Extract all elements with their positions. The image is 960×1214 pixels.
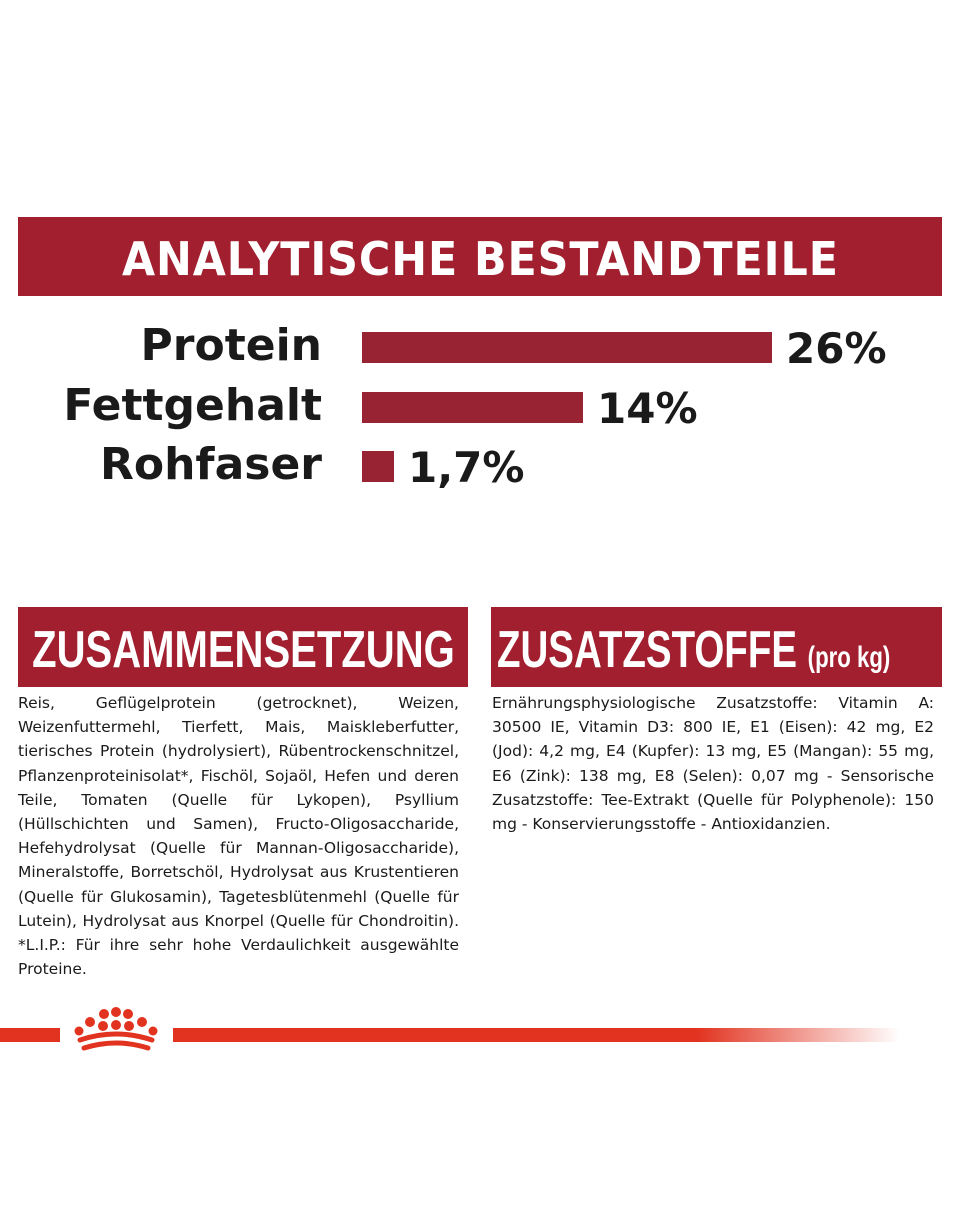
zusammensetzung-title: ZUSAMMENSETZUNG bbox=[31, 621, 455, 679]
crown-icon bbox=[74, 1007, 158, 1051]
chart-value-label: 26% bbox=[786, 324, 887, 373]
banner-title: ANALYTISCHE BESTANDTEILE bbox=[121, 231, 839, 286]
footer-line-left bbox=[0, 1028, 60, 1042]
chart-category-label: Fettgehalt bbox=[63, 380, 322, 431]
chart-value-label: 1,7% bbox=[408, 443, 525, 492]
chart-category-label: Rohfaser bbox=[100, 439, 322, 490]
zusatzstoffe-title: ZUSATZSTOFFE bbox=[497, 621, 797, 679]
zusatzstoffe-title-suffix: (pro kg) bbox=[807, 641, 891, 674]
chart-bar bbox=[362, 451, 394, 482]
zusatzstoffe-header: ZUSATZSTOFFE (pro kg) bbox=[491, 607, 942, 687]
zusatzstoffe-text: Ernährungsphysiologische Zusatzstoffe: V… bbox=[492, 694, 934, 834]
zusammensetzung-text: Reis, Geflügelprotein (getrocknet), Weiz… bbox=[18, 694, 459, 979]
zusatzstoffe-title-group: ZUSATZSTOFFE (pro kg) bbox=[497, 624, 890, 676]
chart-category-label: Protein bbox=[140, 320, 322, 371]
chart-bar bbox=[362, 332, 772, 363]
chart-bar bbox=[362, 392, 583, 423]
nutrient-bar-chart: Protein 26% Fettgehalt 14% Rohfaser 1,7% bbox=[0, 316, 960, 516]
chart-value-label: 14% bbox=[597, 384, 698, 433]
zusammensetzung-header: ZUSAMMENSETZUNG bbox=[18, 607, 468, 687]
footer-line-right bbox=[173, 1028, 900, 1042]
analysis-banner: ANALYTISCHE BESTANDTEILE bbox=[18, 217, 942, 296]
